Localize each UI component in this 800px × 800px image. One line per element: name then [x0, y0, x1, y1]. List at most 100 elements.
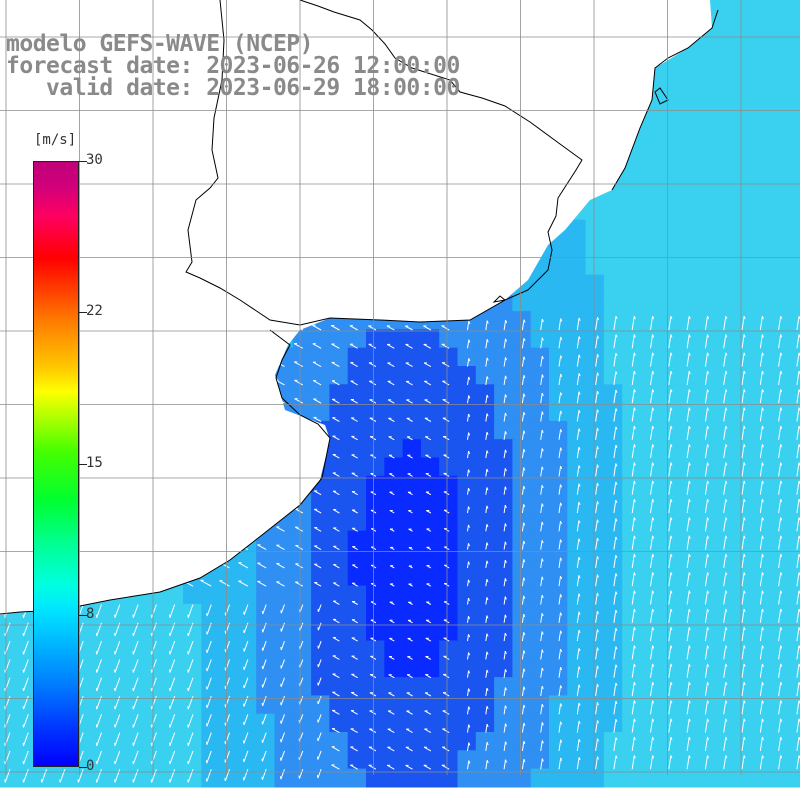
wind-arrow: [686, 425, 691, 440]
wind-cell: [786, 256, 800, 276]
wind-cell: [237, 585, 257, 605]
wind-arrow: [368, 325, 377, 331]
wind-cell: [274, 366, 294, 385]
wind-arrow: [389, 546, 395, 551]
wind-cell: [402, 475, 422, 495]
wind-cell: [567, 677, 587, 696]
land-mass: [0, 0, 712, 615]
wind-arrow: [668, 425, 673, 440]
wind-cell: [768, 164, 788, 184]
wind-cell: [732, 237, 751, 257]
wind-cell: [530, 402, 550, 422]
colorbar-tick: [79, 312, 87, 313]
wind-cell: [347, 475, 367, 495]
wind-arrow: [332, 600, 340, 605]
wind-cell: [311, 366, 330, 385]
wind-arrow: [386, 325, 395, 331]
wind-cell: [640, 640, 660, 660]
wind-cell: [695, 695, 715, 715]
wind-cell: [732, 475, 751, 495]
wind-arrow: [686, 407, 691, 422]
wind-cell: [713, 768, 733, 788]
wind-arrow: [576, 410, 581, 422]
wind-arrow: [723, 645, 728, 660]
wind-arrow: [467, 506, 470, 514]
wind-arrow: [778, 517, 783, 532]
wind-cell: [658, 750, 678, 770]
wind-arrow: [389, 565, 395, 569]
wind-cell: [677, 183, 696, 202]
wind-arrow: [331, 764, 340, 770]
wind-cell: [494, 329, 513, 349]
wind-arrow: [576, 428, 581, 440]
wind-cell: [311, 530, 330, 550]
wind-arrow: [595, 519, 599, 532]
wind-arrow: [613, 518, 618, 532]
wind-cell: [640, 402, 660, 422]
wind-arrow: [503, 650, 507, 660]
wind-cell: [311, 750, 330, 770]
wind-cell: [567, 347, 587, 367]
wind-arrow: [650, 517, 655, 532]
wind-cell: [658, 494, 678, 513]
wind-cell: [658, 73, 678, 93]
wind-arrow: [650, 736, 655, 751]
wind-cell: [750, 18, 770, 38]
wind-cell: [622, 658, 642, 678]
wind-cell: [640, 585, 660, 605]
wind-cell: [512, 713, 532, 733]
wind-cell: [768, 311, 788, 330]
wind-cell: [549, 457, 568, 477]
wind-cell: [128, 640, 147, 660]
wind-cell: [713, 146, 733, 166]
wind-cell: [311, 622, 330, 642]
wind-cell: [713, 219, 733, 239]
wind-cell: [91, 695, 111, 715]
wind-arrow: [741, 407, 746, 422]
wind-cell: [658, 549, 678, 568]
wind-arrow: [668, 682, 673, 697]
wind-cell: [677, 713, 696, 733]
wind-arrow: [22, 714, 29, 728]
wind-cell: [402, 585, 422, 605]
wind-cell: [786, 384, 800, 404]
wind-cell: [750, 768, 770, 788]
wind-cell: [658, 457, 678, 477]
wind-arrow: [613, 352, 618, 367]
wind-arrow: [387, 362, 395, 368]
wind-cell: [91, 603, 111, 623]
wind-arrow: [540, 466, 544, 477]
wind-cell: [18, 732, 38, 751]
wind-cell: [768, 91, 788, 111]
wind-arrow: [759, 444, 764, 459]
wind-cell: [530, 640, 550, 660]
wind-arrow: [686, 700, 691, 715]
colorbar-tick-label: 8: [86, 606, 95, 622]
wind-arrow: [332, 637, 340, 642]
wind-cell: [677, 54, 696, 74]
wind-cell: [713, 732, 733, 751]
wind-cell: [201, 603, 221, 623]
wind-cell: [402, 622, 422, 642]
wind-cell: [786, 54, 800, 74]
wind-cell: [311, 329, 330, 349]
wind-cell: [713, 73, 733, 93]
wind-arrow: [206, 714, 212, 727]
wind-cell: [530, 366, 550, 385]
wind-arrow: [723, 517, 728, 532]
wind-cell: [603, 695, 623, 715]
wind-cell: [622, 164, 642, 184]
wind-cell: [347, 549, 367, 568]
wind-cell: [786, 695, 800, 715]
wind-cell: [384, 530, 404, 550]
wind-cell: [91, 622, 111, 642]
wind-cell: [475, 384, 495, 404]
wind-arrow: [485, 487, 489, 495]
wind-arrow: [576, 446, 581, 459]
wind-cell: [494, 750, 513, 770]
wind-cell: [750, 201, 770, 221]
wind-cell: [677, 91, 696, 111]
wind-arrow: [631, 663, 636, 678]
wind-cell: [292, 677, 312, 696]
wind-cell: [658, 677, 678, 696]
